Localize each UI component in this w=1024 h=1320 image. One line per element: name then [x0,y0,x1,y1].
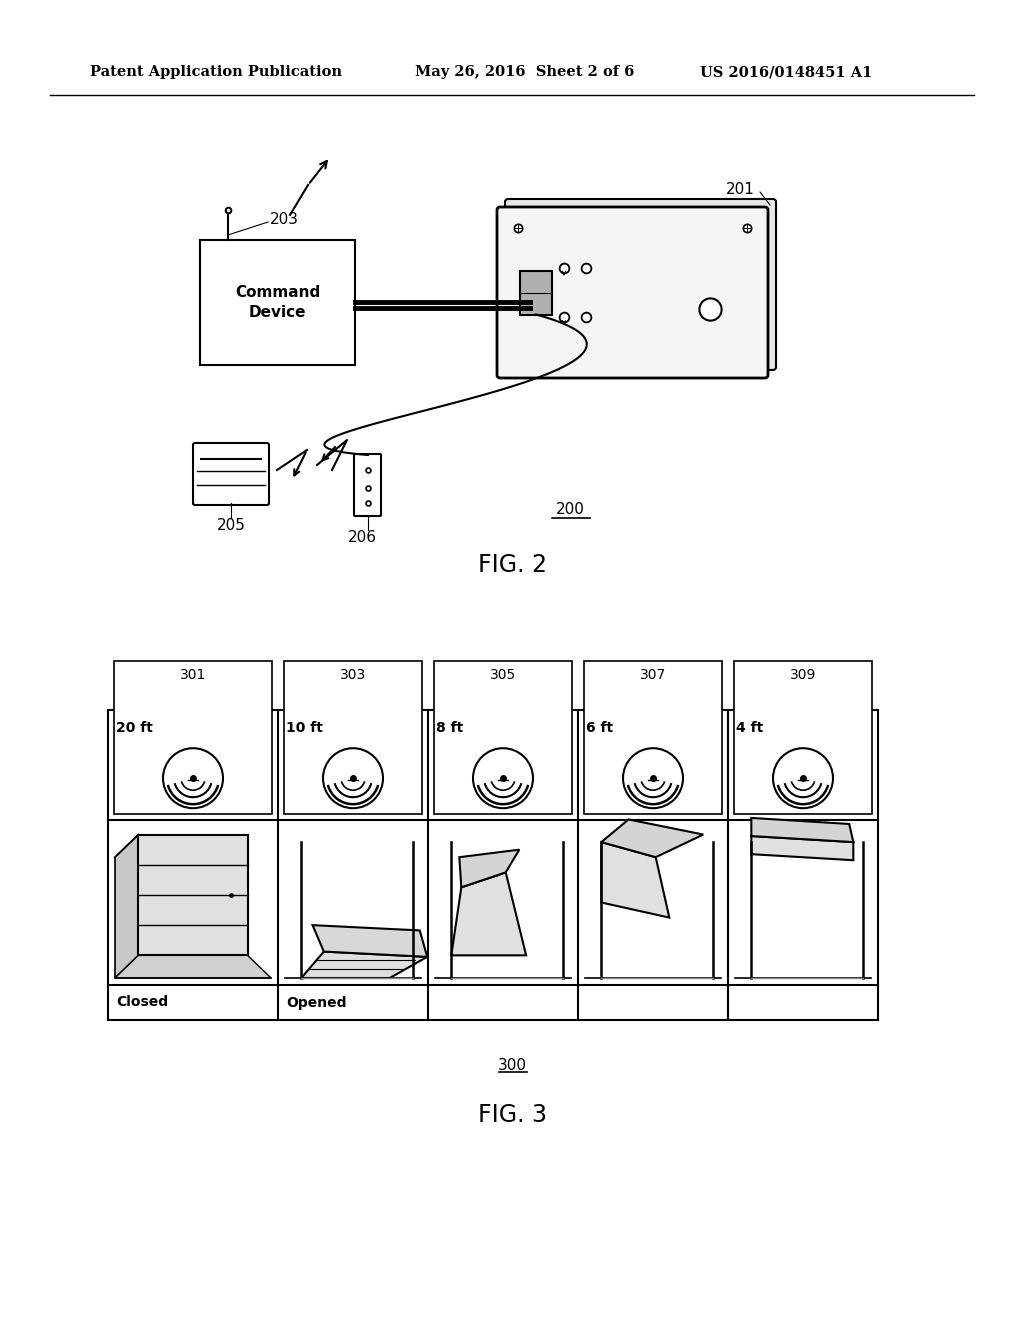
Text: 8 ft: 8 ft [436,721,463,735]
Text: Command
Device: Command Device [234,285,321,319]
Bar [734,661,872,814]
Circle shape [623,748,683,808]
Polygon shape [452,873,526,956]
Circle shape [473,748,534,808]
Text: 301: 301 [180,668,206,682]
Text: 205: 205 [216,517,246,532]
FancyBboxPatch shape [193,444,269,506]
FancyBboxPatch shape [354,454,381,516]
FancyBboxPatch shape [497,207,768,378]
Circle shape [323,748,383,808]
Bar [520,271,552,314]
Polygon shape [752,836,853,861]
Bar [114,661,272,814]
Polygon shape [301,952,427,978]
FancyBboxPatch shape [505,199,776,370]
Text: 303: 303 [340,668,367,682]
Text: 200: 200 [556,503,585,517]
Polygon shape [601,820,703,857]
Text: 20 ft: 20 ft [116,721,153,735]
Text: FIG. 2: FIG. 2 [477,553,547,577]
Polygon shape [601,842,670,917]
Polygon shape [752,818,853,842]
Text: May 26, 2016  Sheet 2 of 6: May 26, 2016 Sheet 2 of 6 [415,65,635,79]
Text: 206: 206 [348,529,377,544]
Text: 203: 203 [270,213,299,227]
Bar [434,661,572,814]
Bar [200,240,355,366]
Bar [284,661,422,814]
Bar [108,710,878,1020]
Text: Opened: Opened [286,995,346,1010]
Text: 201: 201 [726,182,755,198]
Text: 300: 300 [498,1057,526,1072]
Polygon shape [115,834,138,978]
Bar [584,661,722,814]
Text: 10 ft: 10 ft [286,721,323,735]
Text: 307: 307 [640,668,667,682]
Text: Patent Application Publication: Patent Application Publication [90,65,342,79]
Text: 305: 305 [489,668,516,682]
Text: 4 ft: 4 ft [736,721,763,735]
Text: 309: 309 [790,668,816,682]
Circle shape [163,748,223,808]
Circle shape [773,748,833,808]
Text: FIG. 3: FIG. 3 [477,1104,547,1127]
Bar [138,834,248,956]
Polygon shape [460,850,519,887]
Polygon shape [115,956,271,978]
Text: US 2016/0148451 A1: US 2016/0148451 A1 [700,65,872,79]
Polygon shape [312,925,427,957]
Text: Closed: Closed [116,995,168,1010]
Text: 6 ft: 6 ft [586,721,613,735]
